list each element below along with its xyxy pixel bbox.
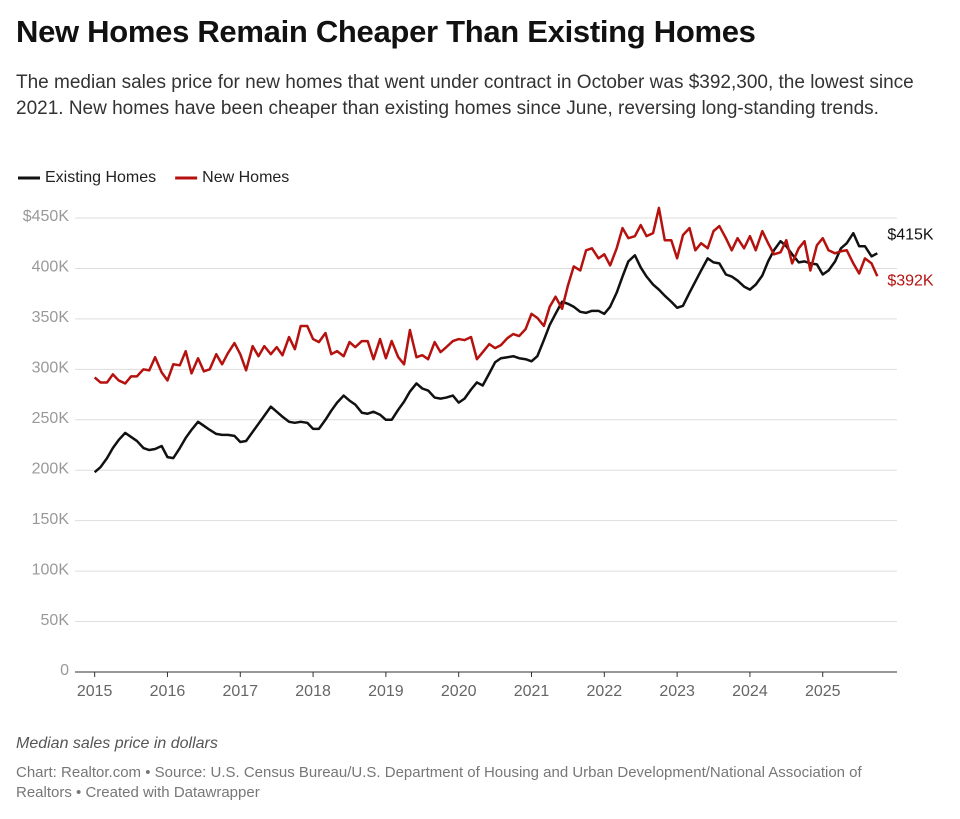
- x-tick-label: 2018: [295, 683, 331, 700]
- y-tick-label: 50K: [41, 612, 70, 629]
- end-label: $415K: [887, 227, 934, 244]
- x-tick-label: 2020: [441, 683, 477, 700]
- y-tick-label: 0: [60, 662, 69, 679]
- y-tick-label: 400K: [32, 259, 70, 276]
- y-tick-label: 150K: [32, 511, 70, 528]
- x-tick-label: 2025: [805, 683, 841, 700]
- series-line: [93, 231, 878, 474]
- x-tick-label: 2015: [77, 683, 113, 700]
- legend-label: New Homes: [202, 169, 289, 186]
- y-tick-label: 250K: [32, 410, 70, 427]
- x-tick-label: 2023: [659, 683, 695, 700]
- x-tick-label: 2022: [587, 683, 623, 700]
- y-tick-label: $450K: [23, 208, 70, 225]
- chart-note: Median sales price in dollars: [16, 735, 218, 752]
- x-tick-label: 2021: [514, 683, 550, 700]
- y-tick-label: 350K: [32, 309, 70, 326]
- x-tick-label: 2017: [222, 683, 258, 700]
- end-label: $392K: [887, 272, 934, 289]
- chart-title: New Homes Remain Cheaper Than Existing H…: [16, 14, 756, 49]
- x-tick-label: 2019: [368, 683, 404, 700]
- chart-source: Chart: Realtor.com • Source: U.S. Census…: [16, 764, 862, 801]
- chart-subtitle: The median sales price for new homes tha…: [16, 72, 914, 119]
- x-tick-label: 2016: [150, 683, 186, 700]
- y-tick-label: 300K: [32, 360, 70, 377]
- y-tick-label: 100K: [32, 561, 70, 578]
- legend-label: Existing Homes: [45, 169, 156, 186]
- series-line: [93, 206, 879, 385]
- y-tick-label: 200K: [32, 460, 70, 477]
- x-tick-label: 2024: [732, 683, 768, 700]
